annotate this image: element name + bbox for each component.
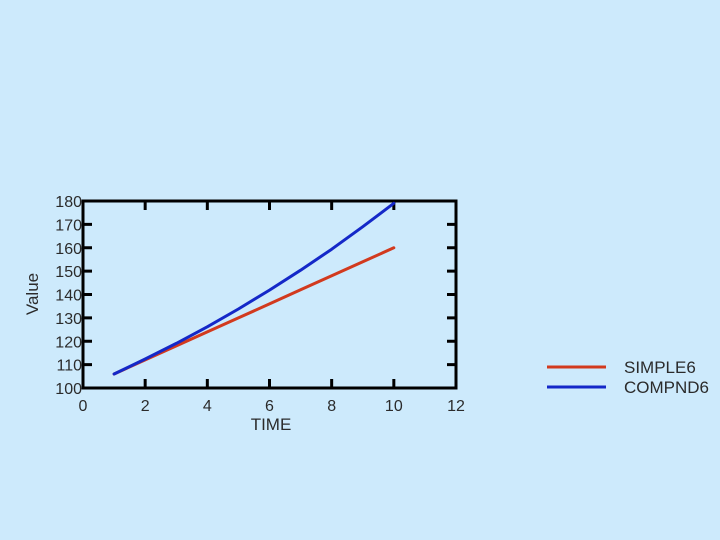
y-axis-label: Value xyxy=(23,273,42,315)
x-tick-label-4: 8 xyxy=(327,398,336,415)
x-tick-label-1: 2 xyxy=(141,398,150,415)
x-tick-label-6: 12 xyxy=(447,398,465,415)
plot-frame xyxy=(81,199,458,390)
x-tick-labels: 0 2 4 6 8 10 12 xyxy=(79,398,465,415)
y-tick-label-0: 100 xyxy=(55,381,82,398)
y-tick-label-1: 110 xyxy=(56,358,82,375)
y-tick-label-6: 160 xyxy=(55,241,82,258)
x-axis-label: TIME xyxy=(251,415,292,434)
y-tick-labels: 100 110 120 130 140 150 160 170 180 xyxy=(55,194,82,398)
series-line-compnd6 xyxy=(112,201,396,376)
y-tick-label-7: 170 xyxy=(55,217,82,234)
y-tick-label-3: 130 xyxy=(55,311,82,328)
x-tick-label-3: 6 xyxy=(265,398,274,415)
y-tick-label-4: 140 xyxy=(55,288,82,305)
y-tick-label-2: 120 xyxy=(55,334,82,351)
x-tick-label-2: 4 xyxy=(203,398,212,415)
series-line-simple6 xyxy=(112,246,396,376)
y-tick-label-5: 150 xyxy=(55,264,82,281)
x-tick-label-5: 10 xyxy=(385,398,403,415)
legend-label-compnd6: COMPND6 xyxy=(624,378,709,397)
legend-label-simple6: SIMPLE6 xyxy=(624,358,696,377)
x-tick-label-0: 0 xyxy=(79,398,88,415)
axis-ticks xyxy=(81,199,458,390)
y-tick-label-8: 180 xyxy=(55,194,82,211)
series-lines xyxy=(112,201,396,376)
